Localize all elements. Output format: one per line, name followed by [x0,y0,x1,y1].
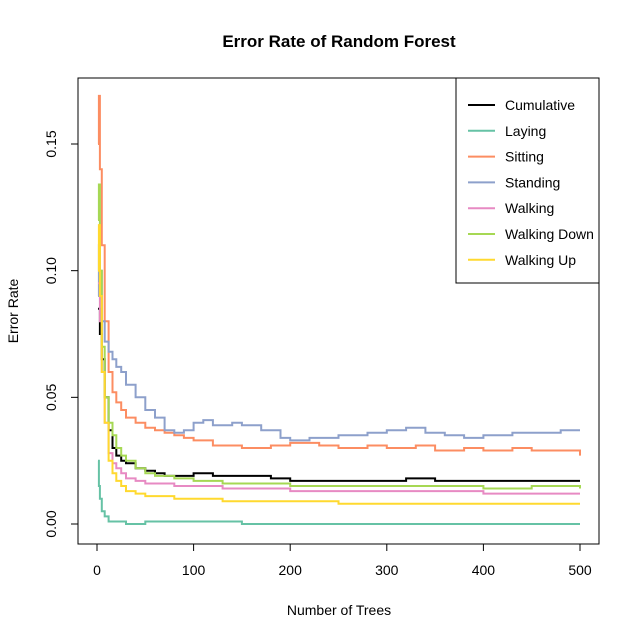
legend: Cumulative Laying Sitting Standing Walking Wa… [468,97,594,268]
y-axis-ticks: 0.00 0.05 0.10 0.15 [43,130,79,538]
y-tick-label: 0.00 [43,510,59,537]
y-axis-label: Error Rate [5,279,21,344]
series-line-standing [97,244,580,442]
x-tick-label: 200 [279,562,303,578]
series-line-walking-up [97,224,580,505]
legend-label-sitting: Sitting [505,149,544,165]
legend-label-walking-up: Walking Up [505,252,576,268]
legend-label-walking-down: Walking Down [505,226,594,242]
legend-label-cumulative: Cumulative [505,97,575,113]
x-axis-ticks: 0 100 200 300 400 500 [93,543,592,578]
series-line-walking [98,282,580,495]
series-line-walking-down [97,183,581,490]
x-tick-label: 300 [375,562,399,578]
legend-label-laying: Laying [505,123,546,139]
series-line-sitting [97,94,581,456]
legend-label-walking: Walking [505,200,554,216]
y-tick-label: 0.05 [43,383,59,410]
chart-title: Error Rate of Random Forest [222,32,456,51]
legend-box [455,77,600,284]
legend-label-standing: Standing [505,174,560,190]
series-layer [97,94,581,525]
x-axis-label: Number of Trees [287,602,391,618]
x-tick-label: 400 [472,562,496,578]
x-tick-label: 0 [93,562,101,578]
x-tick-label: 100 [182,562,206,578]
x-tick-label: 500 [568,562,592,578]
series-line-laying [97,459,580,525]
series-line-cumulative [98,307,580,482]
y-tick-label: 0.10 [43,257,59,284]
y-tick-label: 0.15 [43,130,59,157]
